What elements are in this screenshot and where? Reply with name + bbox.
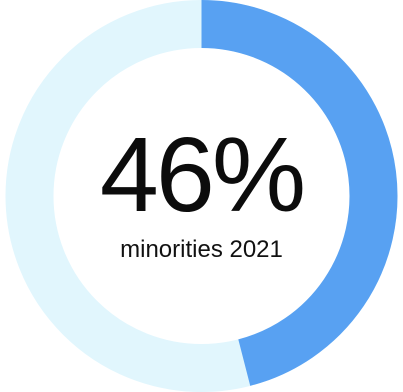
center-value: 46% bbox=[99, 116, 306, 234]
donut-filled-segment bbox=[201, 0, 398, 386]
center-label: minorities 2021 bbox=[120, 236, 283, 263]
